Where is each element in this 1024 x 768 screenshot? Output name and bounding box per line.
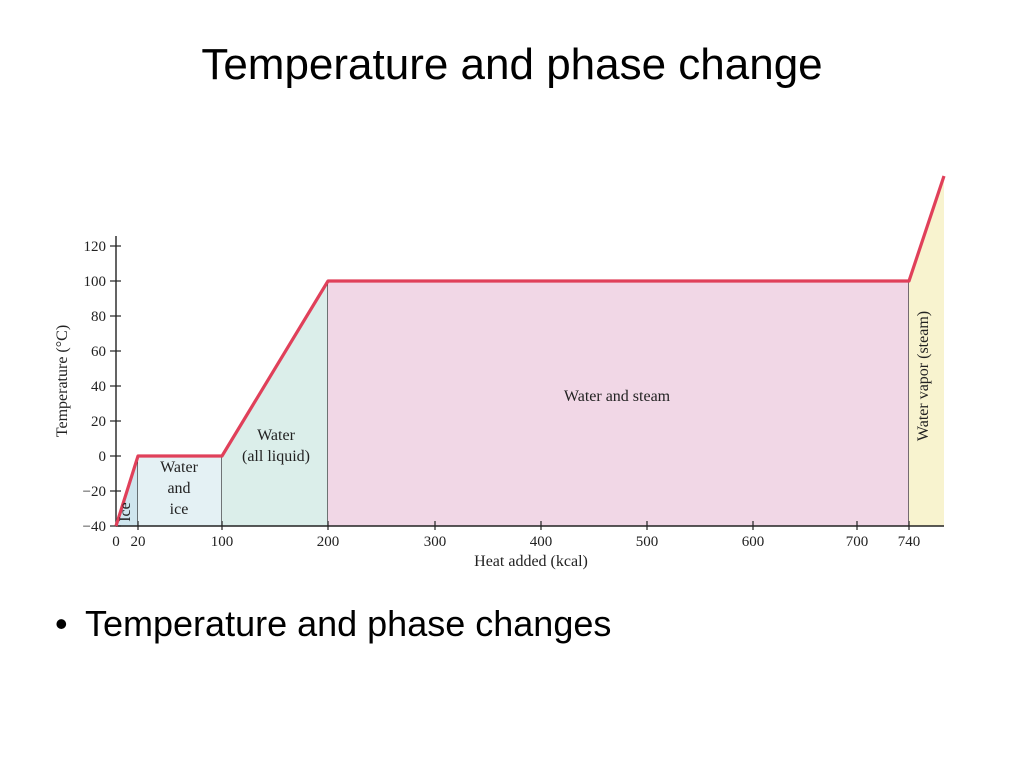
x-tick-label: 300 [424, 534, 447, 550]
x-tick-label: 200 [317, 534, 340, 550]
region-label: (all liquid) [242, 448, 310, 465]
x-axis-label: Heat added (kcal) [474, 553, 588, 570]
region-label: Water and steam [564, 388, 671, 405]
y-tick-label: 60 [91, 344, 106, 360]
x-tick-label: 400 [530, 534, 553, 550]
region-labels: Ice Water and ice Water (all liquid) Water and… [117, 311, 932, 522]
x-tick-label: 740 [898, 534, 921, 550]
x-tick-label: 0 [112, 534, 120, 550]
x-tick-label: 600 [742, 534, 765, 550]
region-label: Water [160, 459, 198, 476]
region-label: Water [257, 427, 295, 444]
region-label: and [167, 480, 190, 497]
region-label: Ice [117, 502, 134, 522]
heating-curve-line [114, 175, 946, 527]
x-tick-label: 20 [131, 534, 146, 550]
phase-regions [116, 176, 944, 526]
phase-region [138, 456, 222, 526]
phase-region [909, 176, 944, 526]
slide-title: Temperature and phase change [201, 40, 823, 89]
x-tick-label: 100 [211, 534, 234, 550]
y-tick-label: −20 [83, 484, 106, 500]
y-tick-label: 120 [84, 239, 107, 255]
phase-region [328, 281, 909, 526]
x-tick-label: 700 [846, 534, 869, 550]
x-tick-label: 500 [636, 534, 659, 550]
region-label: ice [170, 501, 189, 518]
y-tick-label: 40 [91, 379, 106, 395]
bullet-marker: • [55, 603, 68, 644]
y-tick-label: 0 [99, 449, 107, 465]
heating-curve [114, 175, 946, 527]
chart-axes: −40 −20 0 20 40 60 80 100 120 0 20 100 200 300 400 500 6… [54, 236, 944, 570]
bullet-text: Temperature and phase changes [85, 603, 612, 644]
phase-change-chart: −40 −20 0 20 40 60 80 100 120 0 20 100 200 300 400 500 6… [54, 175, 946, 570]
y-tick-label: 80 [91, 309, 106, 325]
bullet-list: • Temperature and phase changes [55, 603, 611, 645]
y-axis-label: Temperature (°C) [54, 325, 71, 437]
phase-region [222, 281, 328, 526]
y-tick-label: 20 [91, 414, 106, 430]
region-label: Water vapor (steam) [915, 311, 932, 441]
y-tick-label: −40 [83, 519, 106, 535]
bullet-item: • Temperature and phase changes [55, 603, 611, 645]
y-tick-label: 100 [84, 274, 107, 290]
